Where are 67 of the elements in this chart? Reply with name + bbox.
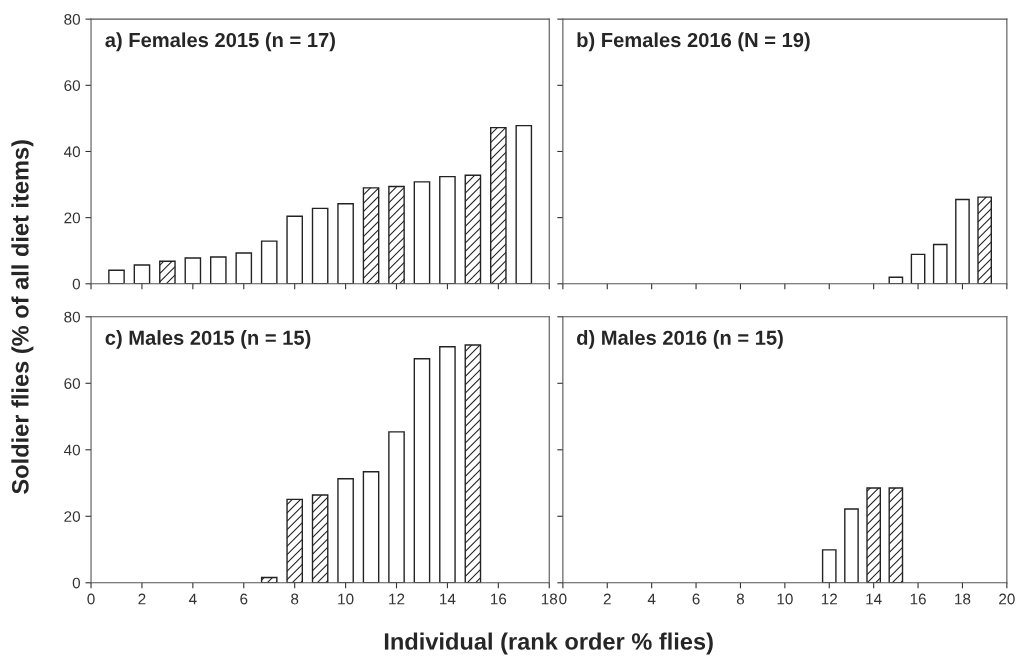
bar [133, 264, 151, 284]
x-tick-label: 10 [777, 593, 793, 605]
bar [388, 185, 405, 284]
x-tick-label: 2 [138, 593, 146, 605]
x-tick-label: 12 [389, 593, 405, 605]
y-tick-label: 40 [63, 146, 81, 158]
bar [439, 175, 456, 284]
bar [159, 260, 176, 284]
y-tick-label: 40 [63, 444, 81, 456]
bar [955, 198, 970, 284]
x-axis-title: Individual (rank order % flies) [384, 632, 713, 655]
x-tick-label: 0 [559, 593, 567, 605]
text: b) Females 2016 (N = 19) [577, 32, 810, 52]
x-tick-label: 18 [541, 593, 558, 605]
y-tick-label: 80 [64, 14, 81, 25]
bar [337, 478, 354, 583]
bar [413, 181, 431, 284]
x-tick-label: 2 [603, 593, 611, 605]
bar [977, 196, 993, 284]
x-tick-label: 16 [910, 593, 926, 605]
bar [490, 126, 507, 284]
x-tick-label: 10 [338, 593, 354, 605]
x-tick-label: 14 [866, 593, 882, 605]
x-tick-label: 0 [87, 593, 95, 605]
bar [311, 207, 329, 284]
text: c) Males 2015 (n = 15) [105, 330, 311, 349]
bar [388, 431, 405, 583]
bar [888, 276, 904, 284]
bar [464, 344, 482, 583]
text: a) Females 2015 (n = 17) [105, 32, 335, 52]
x-tick-label: 20 [999, 593, 1015, 605]
bar [337, 203, 354, 284]
y-axis-title: Soldier flies (% of all diet items) [11, 140, 34, 494]
y-tick-label: 0 [72, 278, 81, 290]
y-tick-label: 20 [64, 212, 81, 224]
bar [362, 187, 380, 284]
x-tick-label: 18 [955, 593, 971, 605]
x-tick-label: 12 [821, 593, 837, 605]
x-tick-label: 6 [692, 593, 700, 605]
bar [108, 269, 125, 284]
bar [184, 257, 202, 284]
bar [286, 215, 304, 284]
bar [464, 174, 482, 284]
x-tick-label: 4 [188, 593, 197, 605]
x-tick-label: 8 [736, 593, 745, 605]
x-tick-label: 16 [491, 593, 507, 605]
y-tick-label: 20 [64, 511, 81, 522]
bar [260, 240, 278, 284]
bar [362, 471, 380, 583]
y-tick-label: 80 [64, 311, 81, 323]
bar [286, 498, 304, 583]
y-tick-label: 60 [64, 378, 81, 389]
y-tick-label: 60 [64, 80, 81, 91]
x-tick-label: 14 [440, 593, 456, 605]
bar [910, 253, 926, 284]
bar [515, 124, 533, 284]
bar [439, 346, 456, 583]
x-tick-label: 8 [291, 593, 299, 605]
x-tick-label: 4 [647, 593, 656, 605]
bar [209, 256, 227, 284]
bar [413, 357, 431, 583]
bar [311, 494, 329, 583]
y-tick-label: 0 [72, 577, 81, 589]
bar [932, 243, 948, 284]
x-tick-label: 6 [240, 593, 248, 605]
text: d) Males 2016 (n = 15) [577, 330, 783, 349]
bar [235, 252, 253, 284]
